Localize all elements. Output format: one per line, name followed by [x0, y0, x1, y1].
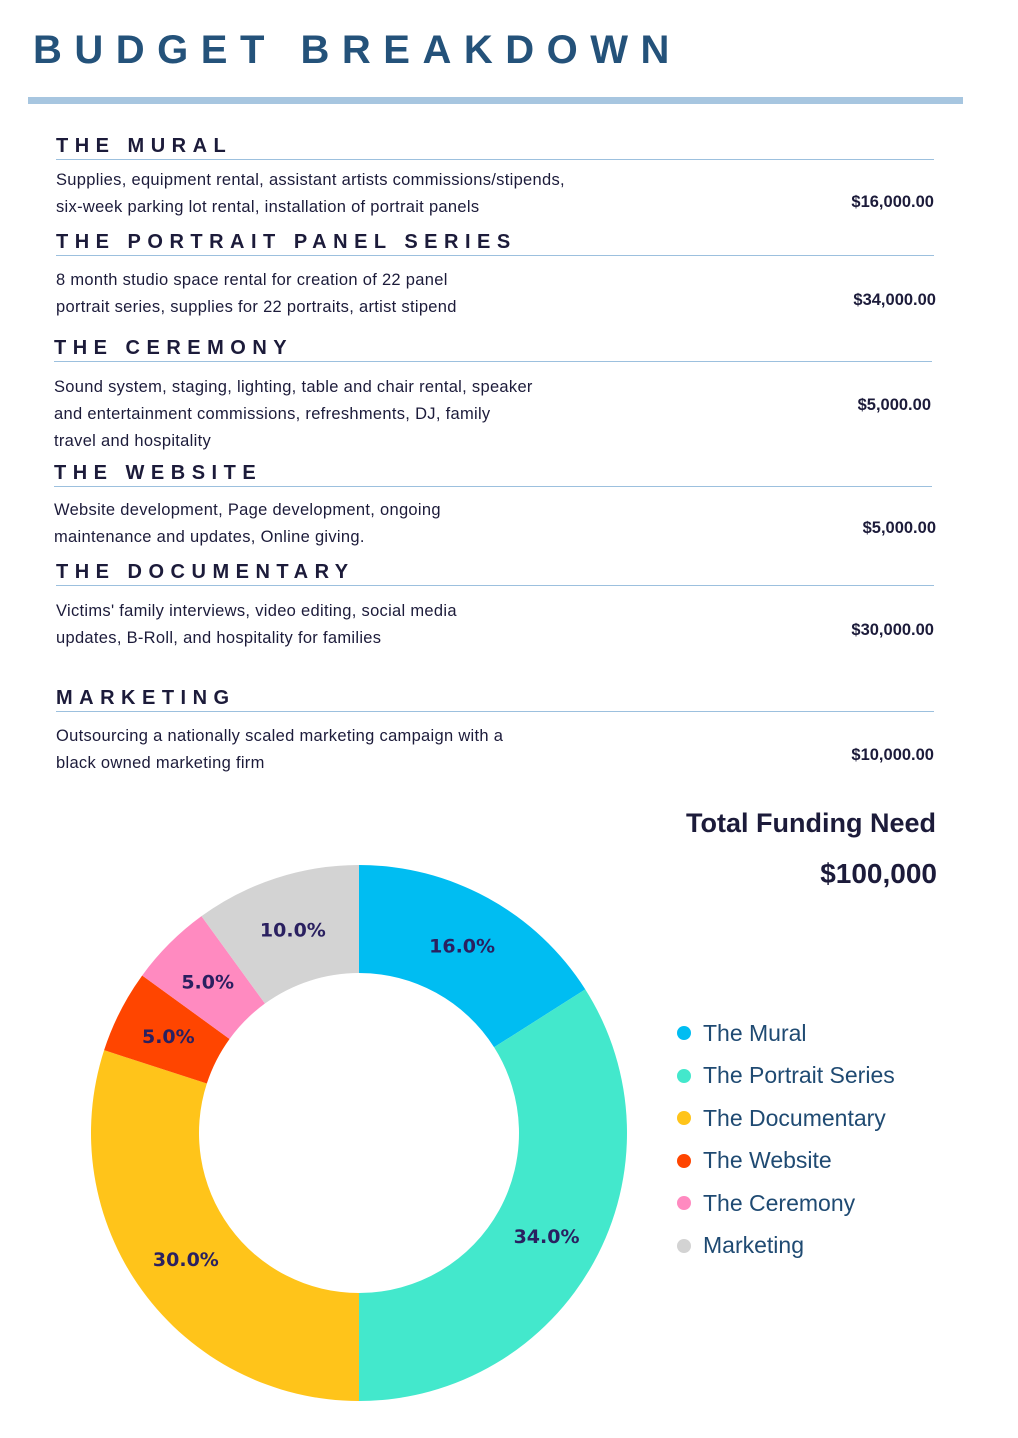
section-description: 8 month studio space rental for creation… [56, 267, 457, 321]
description-line: Supplies, equipment rental, assistant ar… [56, 171, 565, 189]
description-line: travel and hospitality [54, 432, 212, 450]
legend-dot-icon [677, 1026, 691, 1041]
legend-label: The Documentary [703, 1104, 886, 1131]
donut-slice-the-portrait-series [359, 989, 627, 1401]
description-line: Website development, Page development, o… [54, 501, 441, 519]
legend-dot-icon [677, 1238, 691, 1253]
section-divider [56, 159, 934, 160]
description-line: six-week parking lot rental, installatio… [56, 198, 480, 216]
legend-dot-icon [677, 1196, 691, 1211]
legend-item: The Ceremony [677, 1182, 895, 1225]
section-divider [54, 486, 932, 487]
description-line: Outsourcing a nationally scaled marketin… [56, 727, 504, 745]
donut-slice-the-mural [359, 865, 586, 1048]
legend-label: The Website [703, 1147, 832, 1174]
section-description: Supplies, equipment rental, assistant ar… [56, 167, 565, 221]
legend-item: The Portrait Series [677, 1055, 895, 1098]
section-description: Victims' family interviews, video editin… [56, 598, 457, 652]
legend-label: Marketing [703, 1232, 804, 1259]
legend-dot-icon [677, 1111, 691, 1126]
section-heading: MARKETING [56, 687, 236, 709]
section-heading: THE WEBSITE [54, 462, 263, 484]
section-amount: $5,000.00 [862, 519, 936, 537]
legend-label: The Ceremony [703, 1189, 856, 1216]
legend-label: The Mural [703, 1019, 807, 1046]
section-description: Website development, Page development, o… [54, 497, 441, 551]
slice-data-label: 16.0% [429, 935, 495, 957]
section-heading: THE PORTRAIT PANEL SERIES [56, 231, 517, 253]
donut-slice-the-documentary [90, 1050, 359, 1401]
legend-item: The Documentary [677, 1097, 895, 1140]
title-divider [28, 97, 963, 104]
legend-item: The Website [677, 1140, 895, 1183]
description-line: Sound system, staging, lighting, table a… [54, 378, 533, 396]
legend-item: The Mural [677, 1012, 895, 1055]
description-line: and entertainment commissions, refreshme… [54, 405, 491, 423]
description-line: updates, B-Roll, and hospitality for fam… [56, 629, 382, 647]
donut-slice-marketing [201, 865, 359, 1004]
section-heading: THE DOCUMENTARY [56, 561, 355, 583]
description-line: maintenance and updates, Online giving. [54, 528, 365, 546]
section-amount: $30,000.00 [851, 621, 934, 639]
budget-donut-chart: 16.0% 34.0% 30.0% 5.0% 5.0% 10.0% [90, 865, 627, 1401]
section-divider [56, 711, 934, 712]
legend-label: The Portrait Series [703, 1062, 895, 1089]
slice-data-label: 30.0% [153, 1249, 219, 1271]
description-line: portrait series, supplies for 22 portrai… [56, 298, 457, 316]
section-description: Sound system, staging, lighting, table a… [54, 374, 533, 455]
slice-data-label: 5.0% [181, 972, 234, 994]
section-divider [54, 361, 932, 362]
slice-data-label: 5.0% [142, 1026, 195, 1048]
slice-data-label: 34.0% [514, 1226, 580, 1248]
total-funding-value: $100,000 [820, 858, 937, 889]
description-line: 8 month studio space rental for creation… [56, 271, 448, 289]
section-description: Outsourcing a nationally scaled marketin… [56, 723, 503, 777]
section-amount: $5,000.00 [857, 396, 931, 414]
description-line: Victims' family interviews, video editin… [56, 602, 457, 620]
page-title: BUDGET BREAKDOWN [33, 28, 682, 72]
section-heading: THE MURAL [56, 135, 233, 157]
chart-legend: The Mural The Portrait Series The Document… [677, 1012, 895, 1267]
section-amount: $34,000.00 [853, 291, 936, 309]
legend-item: Marketing [677, 1225, 895, 1268]
section-heading: THE CEREMONY [54, 337, 294, 359]
section-divider [56, 255, 934, 256]
section-amount: $10,000.00 [851, 746, 934, 764]
total-funding-label: Total Funding Need [686, 808, 936, 838]
slice-data-label: 10.0% [260, 919, 326, 941]
section-amount: $16,000.00 [851, 193, 934, 211]
section-divider [56, 585, 934, 586]
donut-slice-the-website [104, 975, 230, 1084]
description-line: black owned marketing firm [56, 754, 265, 772]
legend-dot-icon [677, 1068, 691, 1083]
legend-dot-icon [677, 1153, 691, 1168]
donut-slice-the-ceremony [142, 916, 265, 1039]
